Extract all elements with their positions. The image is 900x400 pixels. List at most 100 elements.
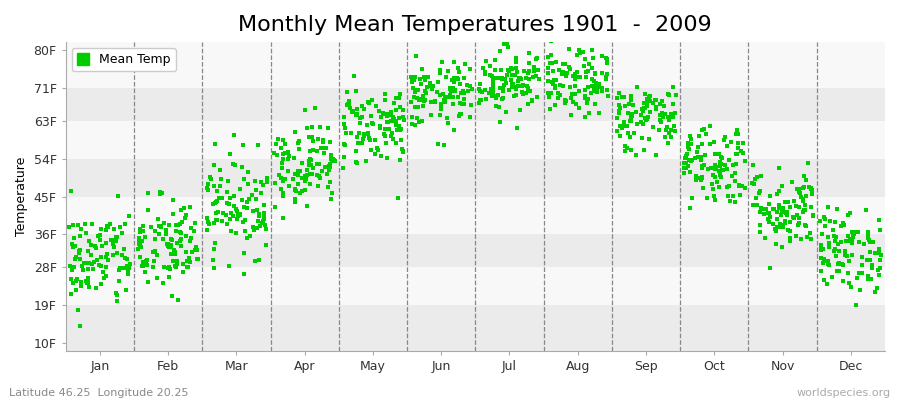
Point xyxy=(70,222,85,228)
Point xyxy=(302,134,316,140)
Point xyxy=(300,166,314,173)
Point xyxy=(487,75,501,82)
Point xyxy=(101,224,115,230)
Point xyxy=(526,68,541,74)
Point xyxy=(89,285,104,291)
Point xyxy=(361,100,375,106)
Point xyxy=(799,234,814,240)
Point xyxy=(834,261,849,268)
Point xyxy=(384,130,399,136)
Point xyxy=(828,245,842,252)
Point xyxy=(425,86,439,92)
Point xyxy=(444,86,458,92)
Bar xyxy=(66,196,885,234)
Point xyxy=(683,141,698,148)
Point xyxy=(372,147,386,153)
Point xyxy=(383,112,398,118)
Point xyxy=(381,119,395,125)
Point xyxy=(595,53,609,59)
Point xyxy=(153,188,167,195)
Point xyxy=(492,48,507,54)
Point xyxy=(113,224,128,230)
Point xyxy=(789,203,804,209)
Point xyxy=(166,258,180,264)
Point xyxy=(474,96,489,103)
Point xyxy=(385,135,400,142)
Point xyxy=(423,98,437,105)
Point xyxy=(662,130,676,136)
Point xyxy=(386,114,400,120)
Point xyxy=(206,182,220,189)
Point xyxy=(708,196,723,203)
Point xyxy=(831,261,845,268)
Point xyxy=(118,221,132,228)
Point xyxy=(695,174,709,180)
Point xyxy=(310,148,324,154)
Point xyxy=(521,85,535,91)
Point xyxy=(580,99,595,106)
Point xyxy=(206,257,220,263)
Point xyxy=(256,215,271,222)
Point xyxy=(731,145,745,152)
Point xyxy=(220,178,235,184)
Point xyxy=(588,70,602,76)
Point xyxy=(168,228,183,234)
Point xyxy=(659,126,673,133)
Point xyxy=(406,85,420,92)
Point xyxy=(663,110,678,117)
Point xyxy=(349,112,364,118)
Point xyxy=(188,220,202,226)
Point xyxy=(645,100,660,106)
Point xyxy=(395,114,410,120)
Point xyxy=(390,127,404,134)
Point xyxy=(690,148,705,155)
Point xyxy=(618,142,633,149)
Point xyxy=(796,196,810,202)
Point xyxy=(337,154,351,160)
Point xyxy=(668,128,682,134)
Point xyxy=(250,206,265,213)
Point xyxy=(164,236,178,242)
Point xyxy=(692,133,706,139)
Point xyxy=(629,84,643,90)
Point xyxy=(249,187,264,194)
Point xyxy=(254,190,268,196)
Point xyxy=(641,114,655,120)
Point xyxy=(189,244,203,250)
Text: worldspecies.org: worldspecies.org xyxy=(796,388,891,398)
Point xyxy=(316,138,330,145)
Point xyxy=(791,221,806,228)
Point xyxy=(67,264,81,270)
Point xyxy=(216,210,230,216)
Point xyxy=(546,81,561,87)
Point xyxy=(322,163,337,169)
Point xyxy=(477,70,491,76)
Point xyxy=(162,244,176,250)
Point xyxy=(638,105,652,112)
Point xyxy=(855,262,869,268)
Point xyxy=(168,249,183,255)
Point xyxy=(640,116,654,122)
Point xyxy=(421,74,436,80)
Point xyxy=(338,125,352,132)
Point xyxy=(118,255,132,261)
Point xyxy=(624,112,638,118)
Point xyxy=(274,144,288,151)
Point xyxy=(648,152,662,158)
Point xyxy=(180,258,194,264)
Point xyxy=(501,68,516,74)
Point xyxy=(860,235,875,241)
Point xyxy=(316,137,330,144)
Point xyxy=(396,117,410,123)
Point xyxy=(84,242,98,248)
Point xyxy=(794,236,808,242)
Point xyxy=(814,247,828,253)
Point xyxy=(455,101,470,107)
Point xyxy=(260,175,274,182)
Point xyxy=(155,190,169,196)
Point xyxy=(275,156,290,162)
Point xyxy=(210,198,224,204)
Point xyxy=(166,196,181,203)
Point xyxy=(645,124,660,130)
Point xyxy=(682,157,697,163)
